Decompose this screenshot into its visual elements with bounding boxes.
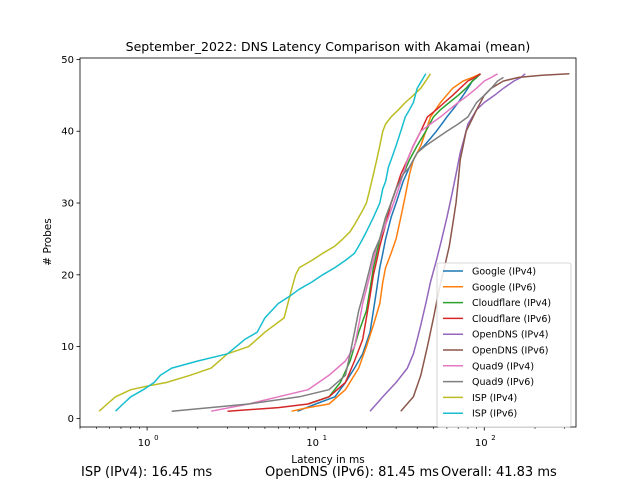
- legend-label-4: OpenDNS (IPv4): [472, 330, 548, 341]
- summary-overall: Overall: 41.83 ms: [441, 465, 557, 480]
- x-tick-exponent: 0: [154, 434, 158, 442]
- y-axis-label: # Probes: [42, 218, 54, 265]
- series-line-7: [171, 76, 504, 412]
- summary-opendns-ipv6: OpenDNS (IPv6): 81.45 ms: [265, 465, 439, 480]
- legend-box: [436, 262, 572, 428]
- x-tick-exponent: 2: [491, 434, 495, 442]
- legend: Google (IPv4) Google (IPv6) Cloudflare (IP…: [436, 262, 572, 428]
- chart-title: September_2022: DNS Latency Comparison w…: [126, 39, 531, 54]
- series-line-1: [291, 73, 481, 412]
- x-axis-label: Latency in ms: [291, 454, 364, 466]
- x-tick-label: 10: [138, 438, 151, 449]
- legend-label-1: Google (IPv6): [472, 282, 536, 293]
- summary-isp-ipv4: ISP (IPv4): 16.45 ms: [81, 465, 213, 480]
- x-tick-label: 10: [306, 438, 319, 449]
- legend-label-7: Quad9 (IPv6): [472, 377, 534, 388]
- plot-frame: [79, 57, 577, 428]
- legend-label-6: Quad9 (IPv4): [472, 361, 534, 372]
- series-line-0: [297, 73, 482, 412]
- y-axis: 0 10 20 30 40 50: [61, 55, 80, 425]
- series-line-4: [369, 73, 526, 412]
- summary-bar: ISP (IPv4): 16.45 ms OpenDNS (IPv6): 81.…: [0, 465, 640, 480]
- x-tick-exponent: 1: [323, 434, 327, 442]
- y-tick-label: 50: [61, 55, 74, 66]
- series-line-9: [114, 73, 427, 412]
- x-tick-label: 10: [475, 438, 488, 449]
- legend-label-0: Google (IPv4): [472, 267, 536, 278]
- legend-label-8: ISP (IPv4): [472, 393, 517, 404]
- legend-label-3: Cloudflare (IPv6): [472, 314, 551, 325]
- y-tick-label: 30: [61, 199, 74, 210]
- y-tick-label: 40: [61, 127, 74, 138]
- x-axis: 10 0 10 1 10 2: [79, 427, 566, 449]
- y-tick-label: 10: [61, 342, 74, 353]
- legend-label-9: ISP (IPv6): [472, 409, 517, 420]
- plot-lines: [98, 73, 570, 412]
- y-tick-label: 20: [61, 270, 74, 281]
- legend-label-5: OpenDNS (IPv6): [472, 346, 548, 357]
- series-line-8: [98, 73, 432, 412]
- legend-label-2: Cloudflare (IPv4): [472, 298, 551, 309]
- series-line-6: [211, 73, 498, 412]
- y-tick-label: 0: [68, 414, 74, 425]
